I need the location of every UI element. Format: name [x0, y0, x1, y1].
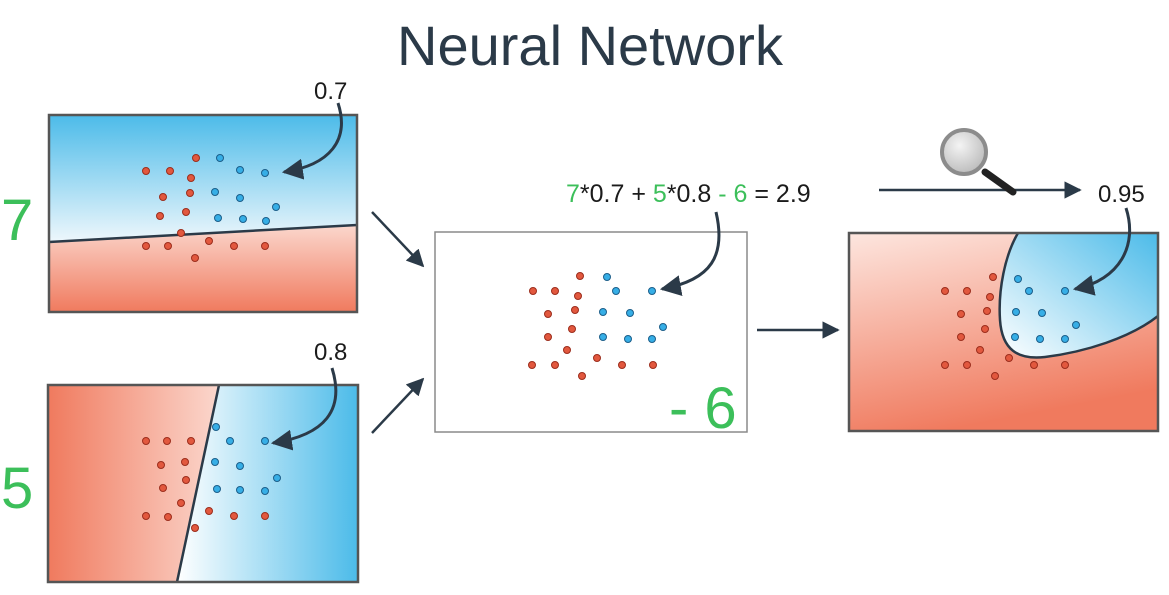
top-model-panel [47, 113, 359, 314]
eq-term-2: *0.8 [667, 180, 718, 208]
eq-bias: - 6 [718, 180, 747, 208]
equation-arrow [659, 211, 721, 296]
eq-result: = 2.9 [747, 180, 810, 208]
bottom-red-region [48, 385, 219, 582]
bottom-weight-label: 0.8 [314, 339, 347, 366]
combine-panel: - 6 [434, 231, 748, 441]
output-points [941, 273, 1080, 380]
bottom-weight-arrow [270, 367, 338, 451]
bottom-decision-boundary [175, 384, 221, 583]
magnifier-icon [940, 128, 1017, 196]
output-panel-frame [847, 231, 1160, 433]
top-red-region [49, 225, 357, 312]
output-panel [847, 231, 1160, 433]
eq-term-1: *0.7 + [580, 180, 653, 208]
bottom-model-panel [46, 383, 360, 584]
bottom-input-value: 5 [1, 456, 33, 521]
top-weight-label: 0.7 [314, 78, 347, 105]
bias-label: - 6 [669, 376, 737, 441]
combine-points [528, 272, 667, 380]
bottom-panel-frame [46, 383, 360, 584]
eq-input-1: 7 [566, 180, 580, 208]
top-panel-frame [47, 113, 359, 314]
output-decision-boundary [998, 232, 1159, 359]
output-value-arrow [1072, 207, 1132, 296]
page-title: Neural Network [397, 14, 784, 77]
weighted-sum-equation: 7*0.7 + 5*0.8 - 6 = 2.9 [566, 180, 811, 208]
top-weight-arrow [281, 102, 343, 180]
bottom-blue-region [177, 385, 358, 582]
combine-panel-frame [434, 231, 748, 433]
top-to-combine-arrow [371, 211, 425, 268]
top-input-value: 7 [1, 188, 33, 253]
top-blue-region [49, 115, 357, 242]
bottom-points [142, 423, 281, 532]
bottom-to-combine-arrow [371, 377, 425, 434]
top-points [142, 154, 280, 262]
output-value-label: 0.95 [1098, 181, 1145, 208]
top-decision-boundary [48, 223, 358, 244]
eq-input-2: 5 [653, 180, 667, 208]
